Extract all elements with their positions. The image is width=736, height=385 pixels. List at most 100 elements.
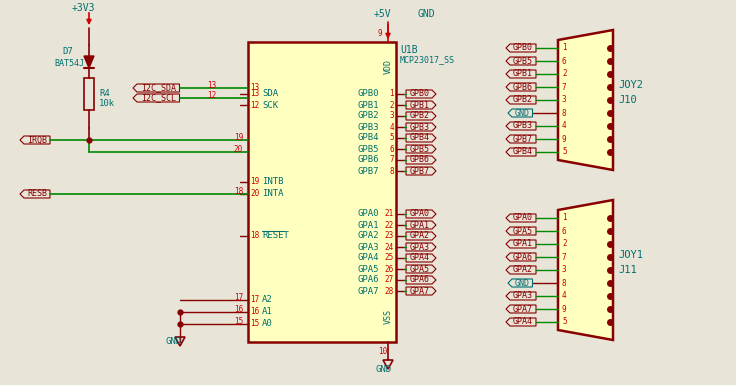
Polygon shape <box>133 94 180 102</box>
Text: 3: 3 <box>562 95 567 104</box>
Text: RESET: RESET <box>262 231 289 241</box>
Polygon shape <box>506 122 536 130</box>
Text: GPA1: GPA1 <box>358 221 380 229</box>
Text: 12: 12 <box>250 100 259 109</box>
Polygon shape <box>506 83 536 91</box>
Text: 4: 4 <box>562 291 567 301</box>
Text: 4: 4 <box>562 122 567 131</box>
Text: +3V3: +3V3 <box>72 3 96 13</box>
Text: GPA5: GPA5 <box>513 226 533 236</box>
Text: GND: GND <box>418 9 436 19</box>
Text: +5V: +5V <box>374 9 392 19</box>
Text: U1B: U1B <box>400 45 417 55</box>
Text: GPB5: GPB5 <box>358 144 380 154</box>
Text: J11: J11 <box>618 265 637 275</box>
Polygon shape <box>506 70 536 78</box>
Polygon shape <box>406 232 436 240</box>
Polygon shape <box>406 156 436 164</box>
Polygon shape <box>20 190 50 198</box>
Text: 12: 12 <box>207 90 216 99</box>
Text: GPB4: GPB4 <box>410 134 430 142</box>
Polygon shape <box>406 287 436 295</box>
Text: 13: 13 <box>250 89 259 99</box>
Text: GPB3: GPB3 <box>358 122 380 132</box>
Text: 6: 6 <box>389 144 394 154</box>
Text: GPA0: GPA0 <box>358 209 380 219</box>
Polygon shape <box>406 276 436 284</box>
Text: GPB7: GPB7 <box>513 134 533 144</box>
Text: 2: 2 <box>389 100 394 109</box>
Text: A0: A0 <box>262 320 273 328</box>
Text: SCK: SCK <box>262 100 278 109</box>
Text: GPB1: GPB1 <box>513 70 533 79</box>
Text: GPA3: GPA3 <box>358 243 380 251</box>
Text: GPB6: GPB6 <box>513 82 533 92</box>
Text: GPA2: GPA2 <box>410 231 430 241</box>
Text: 16: 16 <box>250 308 259 316</box>
Text: GPB0: GPB0 <box>358 89 380 99</box>
Text: 24: 24 <box>385 243 394 251</box>
Text: GPA7: GPA7 <box>513 305 533 313</box>
Polygon shape <box>508 279 533 287</box>
Polygon shape <box>406 167 436 175</box>
Text: 17: 17 <box>234 293 243 301</box>
Text: GPA6: GPA6 <box>513 253 533 261</box>
Text: GPA0: GPA0 <box>410 209 430 219</box>
Polygon shape <box>506 57 536 65</box>
Text: 7: 7 <box>562 82 567 92</box>
Text: GND: GND <box>376 365 392 375</box>
Text: 8: 8 <box>389 166 394 176</box>
Polygon shape <box>506 44 536 52</box>
Text: I2C_SDA: I2C_SDA <box>141 84 176 92</box>
Text: 5: 5 <box>562 318 567 326</box>
Polygon shape <box>406 221 436 229</box>
Polygon shape <box>506 96 536 104</box>
Text: 2: 2 <box>562 70 567 79</box>
Text: SDA: SDA <box>262 89 278 99</box>
Text: 27: 27 <box>385 276 394 285</box>
Polygon shape <box>506 148 536 156</box>
Polygon shape <box>406 101 436 109</box>
Text: GPA4: GPA4 <box>513 318 533 326</box>
Text: 7: 7 <box>562 253 567 261</box>
Text: 5: 5 <box>562 147 567 156</box>
Text: 1: 1 <box>562 214 567 223</box>
Text: 6: 6 <box>562 57 567 65</box>
Text: GPA2: GPA2 <box>358 231 380 241</box>
Text: GPA1: GPA1 <box>410 221 430 229</box>
Text: 10k: 10k <box>99 99 115 107</box>
Polygon shape <box>508 109 533 117</box>
Text: GPA6: GPA6 <box>410 276 430 285</box>
Text: 10: 10 <box>378 348 387 357</box>
Text: INTB: INTB <box>262 177 283 186</box>
Text: GPA4: GPA4 <box>410 253 430 263</box>
Text: JOY2: JOY2 <box>618 80 643 90</box>
Text: GPA3: GPA3 <box>410 243 430 251</box>
Text: GPA3: GPA3 <box>513 291 533 301</box>
Text: GPA1: GPA1 <box>513 239 533 248</box>
Text: 1: 1 <box>562 44 567 52</box>
Text: 13: 13 <box>250 84 259 92</box>
Text: 18: 18 <box>250 231 259 241</box>
Text: 3: 3 <box>562 266 567 275</box>
Text: JOY1: JOY1 <box>618 250 643 260</box>
Polygon shape <box>506 135 536 143</box>
Text: GPB6: GPB6 <box>358 156 380 164</box>
Text: GPB1: GPB1 <box>358 100 380 109</box>
Bar <box>248 42 396 342</box>
Text: GPB1: GPB1 <box>410 100 430 109</box>
Text: BAT54J: BAT54J <box>54 59 84 67</box>
Text: 22: 22 <box>385 221 394 229</box>
Text: GPA7: GPA7 <box>358 286 380 296</box>
Text: 26: 26 <box>385 264 394 273</box>
Text: 13: 13 <box>207 80 216 89</box>
Polygon shape <box>506 318 536 326</box>
Text: VDD: VDD <box>383 60 392 75</box>
Text: 21: 21 <box>385 209 394 219</box>
Text: GPB2: GPB2 <box>513 95 533 104</box>
Text: 8: 8 <box>562 109 567 117</box>
Text: D7: D7 <box>62 47 73 57</box>
Text: 16: 16 <box>234 305 243 313</box>
Text: 19: 19 <box>250 177 259 186</box>
Text: 25: 25 <box>385 253 394 263</box>
